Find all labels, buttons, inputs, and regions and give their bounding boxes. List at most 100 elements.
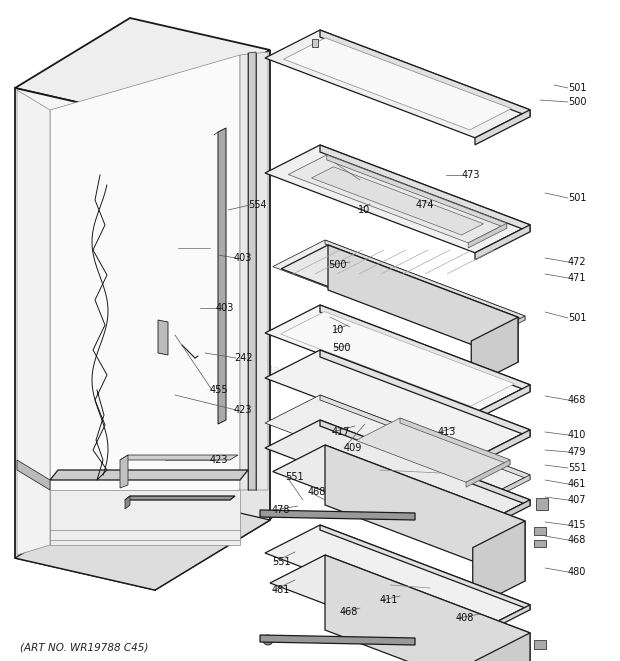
Polygon shape: [15, 488, 270, 590]
Polygon shape: [125, 496, 235, 500]
Polygon shape: [400, 418, 510, 465]
Polygon shape: [320, 350, 530, 437]
Text: 472: 472: [568, 257, 587, 267]
Polygon shape: [273, 445, 525, 547]
Text: 474: 474: [416, 200, 435, 210]
Polygon shape: [325, 555, 530, 661]
Text: 471: 471: [568, 273, 587, 283]
Text: 10: 10: [358, 205, 370, 215]
Polygon shape: [475, 430, 530, 465]
Polygon shape: [311, 167, 484, 235]
Circle shape: [263, 635, 273, 645]
Text: 480: 480: [568, 567, 587, 577]
Text: 468: 468: [308, 487, 326, 497]
Polygon shape: [218, 128, 226, 424]
Text: 468: 468: [340, 607, 358, 617]
Polygon shape: [475, 475, 530, 508]
Text: 413: 413: [438, 427, 456, 437]
Polygon shape: [265, 420, 530, 527]
Polygon shape: [265, 305, 530, 413]
Polygon shape: [320, 395, 530, 480]
Polygon shape: [320, 30, 530, 117]
Text: 242: 242: [234, 353, 252, 363]
Text: 500: 500: [568, 97, 587, 107]
Polygon shape: [328, 245, 518, 362]
Polygon shape: [472, 521, 525, 607]
Polygon shape: [273, 240, 525, 342]
Polygon shape: [356, 418, 510, 483]
Polygon shape: [475, 500, 530, 534]
Polygon shape: [265, 350, 530, 458]
Text: 408: 408: [456, 613, 474, 623]
Polygon shape: [466, 460, 510, 487]
Text: 403: 403: [216, 303, 234, 313]
Polygon shape: [158, 320, 168, 355]
Circle shape: [263, 510, 273, 520]
Polygon shape: [155, 50, 270, 590]
Polygon shape: [472, 316, 525, 346]
Text: 551: 551: [285, 472, 304, 482]
Text: 479: 479: [568, 447, 587, 457]
Circle shape: [396, 636, 404, 644]
Polygon shape: [475, 633, 530, 661]
Text: 501: 501: [568, 313, 587, 323]
Text: 551: 551: [568, 463, 587, 473]
Text: 423: 423: [210, 455, 229, 465]
Polygon shape: [471, 317, 518, 386]
Polygon shape: [475, 605, 530, 638]
Polygon shape: [325, 445, 525, 581]
Text: 554: 554: [248, 200, 267, 210]
Polygon shape: [320, 420, 530, 506]
Text: 461: 461: [568, 479, 587, 489]
Polygon shape: [468, 223, 507, 248]
Polygon shape: [534, 640, 546, 649]
Text: 501: 501: [568, 83, 587, 93]
Text: eReplacementParts.com: eReplacementParts.com: [242, 365, 378, 375]
Circle shape: [396, 511, 404, 519]
Polygon shape: [50, 470, 248, 480]
Text: 473: 473: [462, 170, 480, 180]
Polygon shape: [281, 245, 518, 341]
Polygon shape: [265, 395, 530, 503]
Text: 501: 501: [568, 193, 587, 203]
Polygon shape: [240, 52, 268, 490]
Text: (ART NO. WR19788 C45): (ART NO. WR19788 C45): [20, 643, 148, 653]
Text: 468: 468: [568, 535, 587, 545]
Polygon shape: [50, 55, 240, 545]
Text: 410: 410: [568, 430, 587, 440]
Text: 455: 455: [210, 385, 229, 395]
Polygon shape: [265, 525, 530, 633]
Text: 407: 407: [568, 495, 587, 505]
Polygon shape: [534, 540, 546, 547]
Polygon shape: [120, 455, 238, 460]
Polygon shape: [125, 496, 130, 509]
Polygon shape: [265, 30, 530, 137]
Polygon shape: [280, 311, 515, 407]
Polygon shape: [283, 38, 512, 130]
Polygon shape: [475, 225, 530, 260]
Polygon shape: [270, 555, 530, 661]
Polygon shape: [327, 155, 507, 228]
Polygon shape: [265, 145, 530, 253]
Polygon shape: [312, 39, 318, 47]
Polygon shape: [320, 305, 530, 392]
Text: 478: 478: [272, 505, 291, 515]
Polygon shape: [536, 498, 548, 510]
Text: 500: 500: [332, 343, 350, 353]
Text: 417: 417: [332, 427, 350, 437]
Text: 409: 409: [344, 443, 362, 453]
Polygon shape: [15, 88, 155, 590]
Polygon shape: [288, 155, 507, 243]
Polygon shape: [17, 90, 50, 555]
Polygon shape: [15, 18, 270, 120]
Text: 415: 415: [568, 520, 587, 530]
Polygon shape: [248, 52, 256, 490]
Text: 403: 403: [234, 253, 252, 263]
Polygon shape: [120, 455, 128, 488]
Text: 10: 10: [332, 325, 344, 335]
Text: 481: 481: [272, 585, 290, 595]
Text: 551: 551: [272, 557, 291, 567]
Polygon shape: [475, 385, 530, 420]
Polygon shape: [50, 490, 240, 545]
Text: 423: 423: [234, 405, 252, 415]
